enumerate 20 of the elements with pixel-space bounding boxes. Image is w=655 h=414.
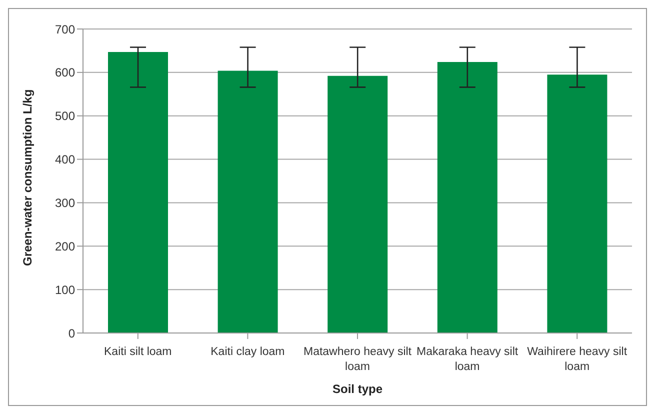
y-tick-label: 0 (68, 326, 76, 340)
y-tick-label: 700 (54, 22, 76, 36)
y-tick-label: 100 (54, 282, 76, 297)
bar (108, 52, 168, 333)
y-tick-label: 500 (54, 109, 76, 124)
y-axis-title: Green-water consumption L/kg (20, 89, 34, 266)
x-tick-label: Waihirere heavy silt loam (527, 346, 628, 373)
y-tick-label: 300 (54, 196, 76, 210)
x-tick-label: Kaiti clay loam (210, 346, 285, 358)
x-tick-label: Kaiti silt loam (104, 346, 172, 358)
bar (437, 62, 498, 333)
x-tick-label: Makaraka heavy silt loam (416, 346, 519, 373)
bar (547, 74, 608, 333)
y-tick-label: 400 (54, 152, 76, 167)
y-tick-label: 200 (54, 239, 76, 254)
bar (328, 76, 388, 333)
x-tick-label: Matawhero heavy silt loam (303, 346, 412, 373)
x-axis-title: Soil type (332, 382, 383, 396)
bar (218, 70, 278, 333)
y-tick-label: 600 (54, 66, 76, 80)
